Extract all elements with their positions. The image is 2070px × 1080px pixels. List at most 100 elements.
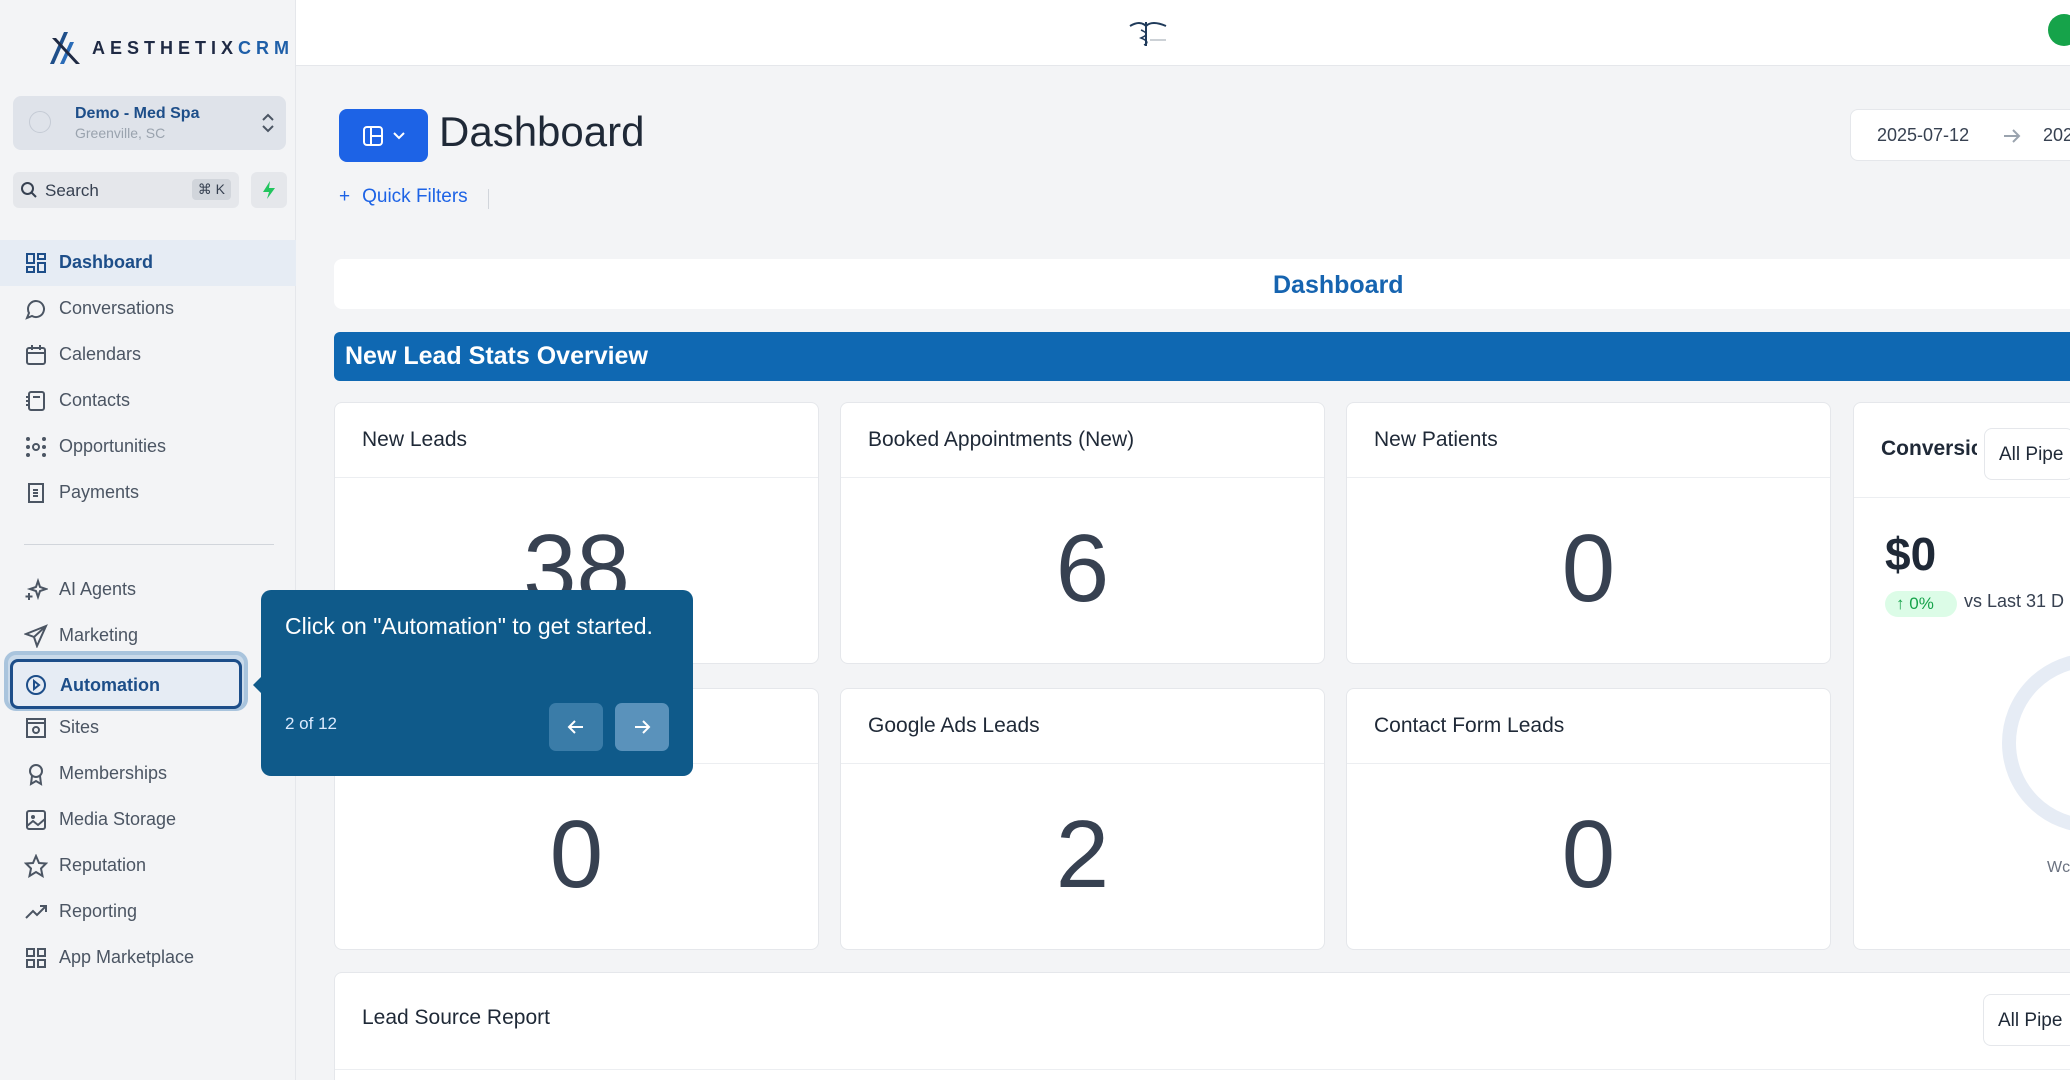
card-divider <box>335 477 818 478</box>
sidebar-item-marketing[interactable]: Marketing <box>0 613 296 659</box>
sidebar-item-label: Contacts <box>59 390 131 410</box>
tooltip-step-counter: 2 of 12 <box>285 714 337 733</box>
quick-action-button[interactable] <box>251 172 287 208</box>
quick-filters-label: Quick Filters <box>362 186 468 207</box>
arrow-right-icon <box>2004 129 2021 143</box>
dashboard-icon <box>26 253 46 273</box>
sidebar-item-app-marketplace[interactable]: App Marketplace <box>0 935 296 981</box>
card-title: New Patients <box>1374 428 1498 451</box>
sidebar-item-label: Sites <box>59 717 100 737</box>
date-start: 2025-07-12 <box>1877 125 1970 145</box>
dashboard-banner-title: Dashboard <box>1273 271 1404 299</box>
card-value: 2 <box>1055 801 1110 908</box>
layout-switcher-button[interactable] <box>339 109 428 162</box>
search-button[interactable]: Search ⌘ K <box>13 172 239 208</box>
logo-mark-icon <box>50 32 80 64</box>
user-avatar[interactable] <box>2048 14 2070 46</box>
account-switcher[interactable]: Demo - Med Spa Greenville, SC <box>13 96 286 150</box>
dashboard-banner: Dashboard <box>334 259 2070 309</box>
card-title: New Leads <box>362 428 468 451</box>
sidebar-item-automation[interactable]: Automation <box>10 659 242 709</box>
bolt-icon <box>263 181 275 199</box>
stat-card-contact-form-leads: Contact Form Leads 0 <box>1346 688 1831 950</box>
lead-source-report: Lead Source Report All Pipe <box>334 972 2070 1080</box>
send-icon <box>24 624 48 648</box>
sidebar-item-label: Automation <box>60 675 160 695</box>
quick-filters-button[interactable]: + Quick Filters <box>339 186 468 208</box>
card-divider <box>335 1069 2070 1070</box>
sidebar-item-conversations[interactable]: Conversations <box>0 286 296 332</box>
change-badge: ↑ 0% <box>1885 591 1957 617</box>
date-range-picker[interactable]: 2025-07-12 202 <box>1850 109 2070 161</box>
account-avatar <box>29 111 51 133</box>
brand-logo[interactable]: AESTHETIXCRM <box>46 28 294 68</box>
search-shortcut: ⌘ K <box>191 179 231 200</box>
sidebar-item-label: Reporting <box>59 901 138 921</box>
quick-filters-divider <box>488 189 489 209</box>
sidebar: AESTHETIXCRM Demo - Med Spa Greenville, … <box>0 0 296 1080</box>
star-icon <box>24 854 48 878</box>
conversion-donut-chart <box>2002 653 2070 833</box>
search-icon <box>21 182 37 198</box>
sidebar-item-label: Opportunities <box>59 436 167 456</box>
sites-icon <box>26 718 46 738</box>
sidebar-item-calendars[interactable]: Calendars <box>0 332 296 378</box>
sidebar-item-label: App Marketplace <box>59 947 195 967</box>
plus-icon: + <box>339 186 351 207</box>
top-bar <box>296 0 2070 66</box>
sidebar-item-sites[interactable]: Sites <box>0 705 296 751</box>
card-title: Contact Form Leads <box>1374 714 1565 737</box>
brand-name: AESTHETIXCRM <box>92 37 295 58</box>
sidebar-item-media-storage[interactable]: Media Storage <box>0 797 296 843</box>
sidebar-item-contacts[interactable]: Contacts <box>0 378 296 424</box>
comparison-label: vs Last 31 D <box>1964 591 2065 611</box>
image-icon <box>26 810 46 830</box>
stat-card-google-ads-leads: Google Ads Leads 2 <box>840 688 1325 950</box>
conversion-card: Conversic All Pipe $0 ↑ 0% vs Last 31 D … <box>1853 402 2070 950</box>
tour-next-button[interactable] <box>615 703 669 751</box>
tooltip-text: Click on "Automation" to get started. <box>285 613 653 639</box>
nav-divider <box>24 544 274 545</box>
sidebar-item-dashboard[interactable]: Dashboard <box>0 240 296 286</box>
page-title: Dashboard <box>439 108 645 155</box>
sidebar-item-label: Reputation <box>59 855 147 875</box>
tour-previous-button[interactable] <box>549 703 603 751</box>
trend-icon <box>25 905 47 919</box>
tooltip-pointer <box>253 676 262 694</box>
sidebar-item-label: Marketing <box>59 625 139 645</box>
main-content: Dashboard + Quick Filters 2025-07-12 202… <box>296 66 2070 1080</box>
sidebar-item-opportunities[interactable]: Opportunities <box>0 424 296 470</box>
sidebar-item-memberships[interactable]: Memberships <box>0 751 296 797</box>
arrow-left-icon <box>567 720 583 734</box>
sidebar-item-reporting[interactable]: Reporting <box>0 889 296 935</box>
caduceus-logo-icon <box>1129 22 1167 46</box>
card-value: 0 <box>1561 515 1616 622</box>
pipeline-select[interactable]: All Pipe <box>1983 994 2070 1046</box>
card-title: Google Ads Leads <box>868 714 1040 737</box>
pipeline-select-value: All Pipe <box>1998 1010 2063 1031</box>
sidebar-item-label: AI Agents <box>59 579 137 599</box>
pipeline-select[interactable]: All Pipe <box>1984 428 2070 480</box>
sidebar-item-label: Dashboard <box>59 252 154 272</box>
card-divider <box>1347 763 1830 764</box>
calendar-icon <box>26 345 46 365</box>
sidebar-item-label: Media Storage <box>59 809 177 829</box>
tour-tooltip: Click on "Automation" to get started. 2 … <box>261 590 693 776</box>
sidebar-item-label: Payments <box>59 482 140 502</box>
sidebar-item-label: Calendars <box>59 344 142 364</box>
stat-card-booked-appointments: Booked Appointments (New) 6 <box>840 402 1325 664</box>
search-label: Search <box>45 181 99 200</box>
layout-icon <box>362 125 383 146</box>
account-location: Greenville, SC <box>75 125 166 141</box>
card-title: Conversic <box>1881 437 1977 460</box>
sidebar-item-ai-agents[interactable]: AI Agents <box>0 567 296 613</box>
card-value: 0 <box>1561 801 1616 908</box>
sparkle-icon <box>25 578 48 601</box>
contacts-icon <box>26 391 45 411</box>
sidebar-item-reputation[interactable]: Reputation <box>0 843 296 889</box>
sidebar-item-payments[interactable]: Payments <box>0 470 296 516</box>
chart-legend-label: Wc <box>2047 859 2070 876</box>
pipeline-select-value: All Pipe <box>1999 444 2064 465</box>
card-value: 0 <box>549 801 604 908</box>
lead-source-title: Lead Source Report <box>362 1006 550 1029</box>
